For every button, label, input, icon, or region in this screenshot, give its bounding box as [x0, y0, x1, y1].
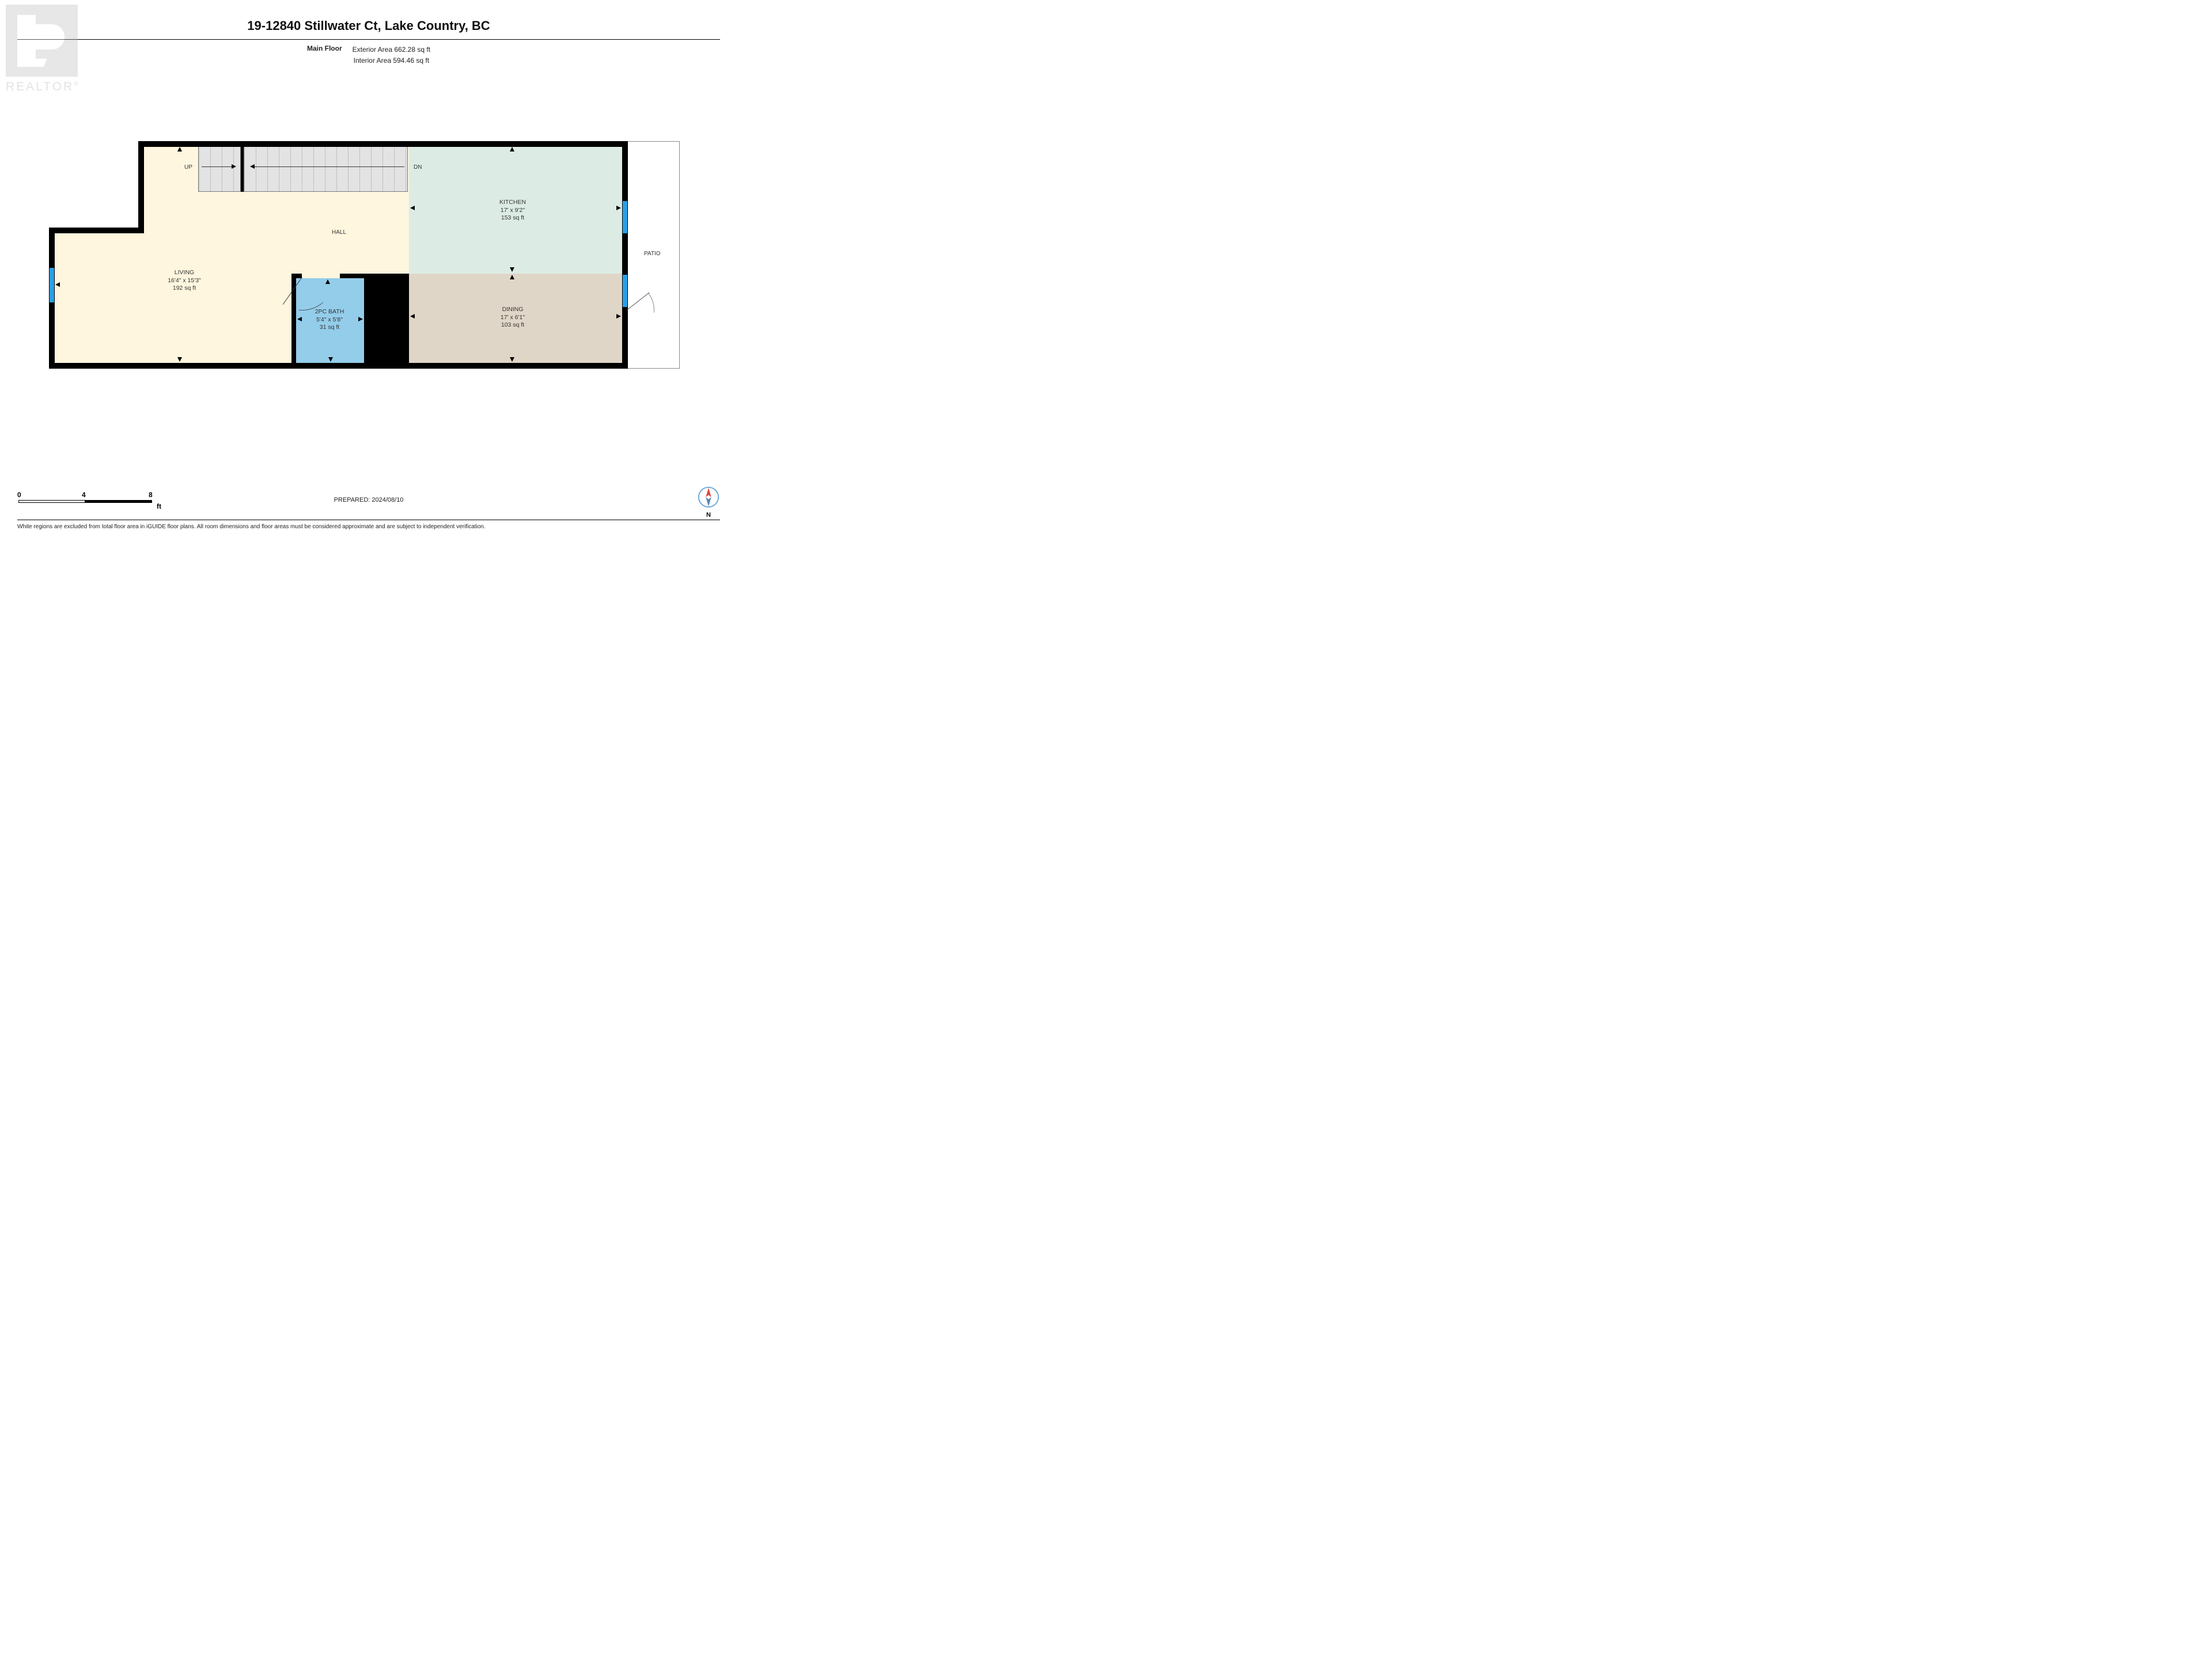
scale-seg-1 — [18, 500, 85, 503]
registered-icon: ® — [74, 81, 80, 88]
dim-arrow-icon — [177, 147, 182, 151]
scale-seg-2 — [85, 500, 152, 503]
scale-tick-0: 0 — [17, 491, 21, 499]
dim-arrow-icon — [177, 357, 182, 362]
realtor-logo-icon — [6, 5, 78, 77]
scale-unit: ft — [157, 502, 161, 510]
bath-name: 2PC BATH — [298, 308, 361, 316]
header-rule — [17, 39, 720, 40]
interior-area: Interior Area 594.46 sq ft — [353, 55, 430, 66]
plan-canvas: PATIO UP DN — [17, 141, 680, 392]
page: REALTOR® 19-12840 Stillwater Ct, Lake Co… — [0, 0, 737, 553]
bath-right-wall-fill — [364, 274, 409, 364]
dim-arrow-icon — [510, 357, 514, 362]
compass-icon — [698, 486, 719, 508]
dining-area: 103 sq ft — [478, 321, 547, 329]
kitchen-dims: 17' x 9'2" — [478, 207, 547, 215]
scale-tick-2: 8 — [149, 491, 153, 499]
living-area: 192 sq ft — [150, 285, 219, 293]
disclaimer: White regions are excluded from total fl… — [17, 520, 720, 530]
dim-arrow-icon — [55, 282, 60, 287]
hall-label: HALL — [332, 229, 346, 236]
dim-arrow-icon — [510, 267, 514, 272]
wall-bath-top-r — [340, 274, 364, 278]
stair-up-arrow-icon — [232, 164, 236, 169]
scale-bar: 0 4 8 ft PREPARED: 2024/08/10 N — [17, 492, 720, 509]
dim-arrow-icon — [325, 279, 330, 284]
area-summary: Main Floor Exterior Area 662.28 sq ft In… — [0, 44, 737, 66]
stair-dn-arrow-icon — [250, 164, 255, 169]
dim-arrow-icon — [510, 275, 514, 279]
living-name: LIVING — [150, 269, 219, 277]
wall-bottom — [49, 363, 628, 369]
watermark-label: REALTOR — [6, 80, 74, 93]
dining-name: DINING — [478, 306, 547, 314]
dim-arrow-icon — [328, 357, 333, 362]
stair-divider — [241, 146, 244, 192]
window-right-1 — [623, 201, 627, 233]
kitchen-area: 153 sq ft — [478, 214, 547, 222]
dining-dims: 17' x 6'1" — [478, 314, 547, 322]
kitchen-name: KITCHEN — [478, 199, 547, 207]
wall-top — [138, 141, 628, 147]
window-left — [50, 268, 54, 302]
wall-notch-v — [138, 141, 144, 233]
dining-label: DINING 17' x 6'1" 103 sq ft — [478, 306, 547, 329]
dim-arrow-icon — [616, 314, 621, 319]
dim-arrow-icon — [410, 314, 415, 319]
header: 19-12840 Stillwater Ct, Lake Country, BC… — [0, 0, 737, 66]
patio-label: PATIO — [644, 251, 661, 257]
area-values: Exterior Area 662.28 sq ft Interior Area… — [353, 44, 430, 66]
prepared-date: PREPARED: 2024/08/10 — [334, 497, 404, 503]
kitchen-label: KITCHEN 17' x 9'2" 153 sq ft — [478, 199, 547, 222]
compass: N — [697, 486, 720, 518]
exterior-area: Exterior Area 662.28 sq ft — [353, 44, 430, 55]
notch-mask — [46, 141, 141, 232]
watermark-text: REALTOR® — [6, 80, 80, 94]
floor-label: Main Floor — [307, 44, 342, 66]
scale-tick-1: 4 — [82, 491, 86, 499]
dim-arrow-icon — [510, 147, 514, 151]
dim-arrow-icon — [616, 206, 621, 210]
dim-arrow-icon — [410, 206, 415, 210]
realtor-watermark: REALTOR® — [6, 5, 80, 94]
dn-label: DN — [414, 164, 422, 171]
stairs-up — [198, 146, 241, 192]
stair-dn-arrow-line — [255, 166, 404, 167]
bath-dims: 5'4" x 5'8" — [298, 316, 361, 324]
floor-plan: PATIO UP DN — [17, 98, 720, 444]
wall-notch-h — [49, 228, 141, 233]
stair-up-arrow-line — [202, 166, 232, 167]
living-dims: 16'4" x 15'3" — [150, 277, 219, 285]
bath-area: 31 sq ft — [298, 324, 361, 332]
wall-right — [622, 141, 628, 369]
stairs-dn — [244, 146, 408, 192]
wall-bath-top-l — [291, 274, 302, 278]
compass-n-label: N — [697, 512, 720, 518]
up-label: UP — [184, 164, 192, 171]
page-title: 19-12840 Stillwater Ct, Lake Country, BC — [0, 18, 737, 33]
window-right-2 — [623, 275, 627, 307]
bath-label: 2PC BATH 5'4" x 5'8" 31 sq ft — [298, 308, 361, 332]
footer: 0 4 8 ft PREPARED: 2024/08/10 N White re… — [17, 492, 720, 530]
living-label: LIVING 16'4" x 15'3" 192 sq ft — [150, 269, 219, 293]
